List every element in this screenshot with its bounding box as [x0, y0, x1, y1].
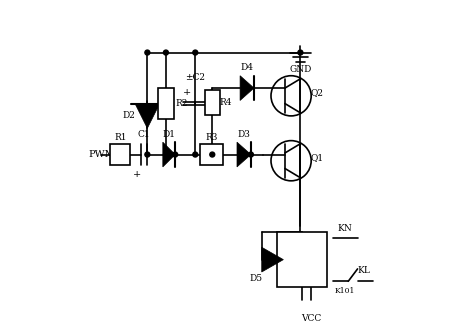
Text: K101: K101 — [335, 287, 356, 295]
Text: C1: C1 — [138, 130, 151, 139]
Circle shape — [164, 152, 168, 157]
Text: D3: D3 — [237, 130, 250, 139]
Text: D5: D5 — [249, 274, 262, 283]
Text: Q2: Q2 — [311, 88, 324, 97]
Polygon shape — [262, 247, 283, 272]
Text: +: + — [183, 88, 191, 97]
Circle shape — [164, 50, 168, 55]
Text: +: + — [132, 170, 141, 179]
Text: GND: GND — [289, 65, 311, 74]
Text: ±C2: ±C2 — [185, 73, 205, 82]
Circle shape — [193, 50, 198, 55]
Text: PWM: PWM — [89, 150, 115, 159]
Circle shape — [145, 152, 150, 157]
Polygon shape — [237, 142, 251, 167]
Text: D4: D4 — [240, 64, 254, 73]
Text: KL: KL — [357, 266, 370, 275]
Circle shape — [145, 50, 150, 55]
Text: R3: R3 — [205, 133, 218, 142]
Circle shape — [210, 152, 215, 157]
Bar — [110, 144, 130, 165]
Bar — [277, 232, 327, 287]
Text: D2: D2 — [122, 111, 135, 120]
Polygon shape — [163, 142, 175, 167]
Text: R1: R1 — [114, 133, 127, 142]
Text: VCC: VCC — [301, 314, 321, 321]
Bar — [158, 88, 173, 119]
Circle shape — [193, 152, 198, 157]
Text: Q1: Q1 — [311, 153, 324, 162]
Text: R4: R4 — [220, 98, 232, 107]
Circle shape — [173, 152, 178, 157]
Polygon shape — [240, 76, 254, 100]
Circle shape — [248, 152, 254, 157]
Bar — [205, 91, 220, 115]
Text: D1: D1 — [163, 130, 175, 139]
Bar — [200, 144, 223, 165]
Text: KN: KN — [338, 224, 353, 233]
Circle shape — [298, 50, 303, 55]
Polygon shape — [135, 104, 160, 128]
Text: R2: R2 — [175, 99, 188, 108]
